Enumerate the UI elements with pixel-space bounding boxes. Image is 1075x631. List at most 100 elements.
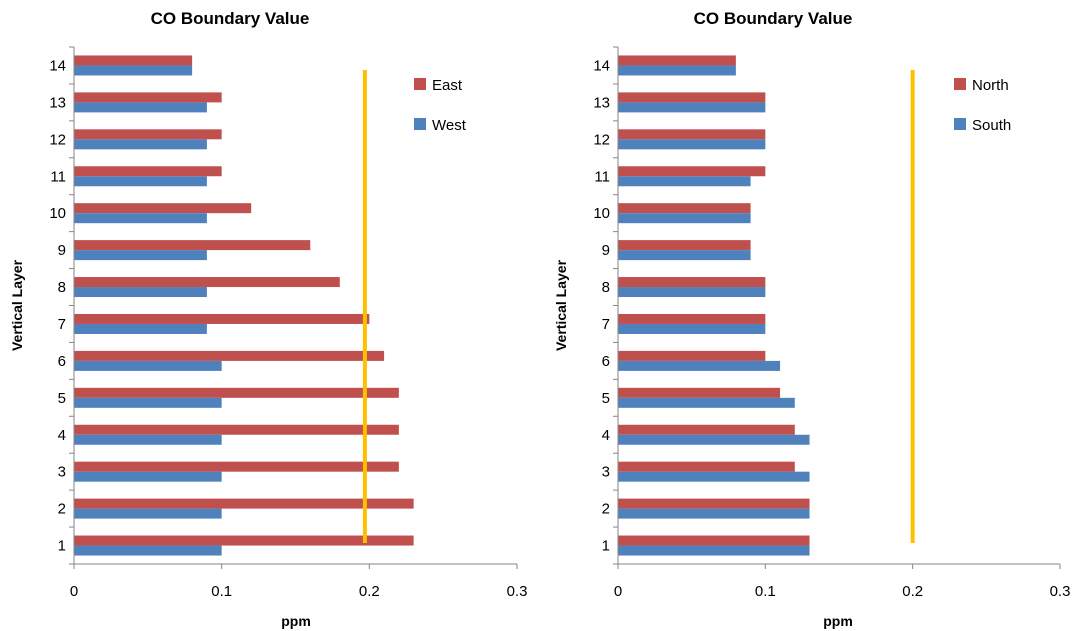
- bar-south-layer-9: [618, 250, 751, 261]
- bar-east-layer-7: [74, 313, 370, 324]
- bar-east-layer-3: [74, 461, 399, 472]
- legend-label-east: East: [432, 77, 463, 94]
- bar-south-layer-10: [618, 213, 751, 224]
- y-tick-label: 5: [58, 390, 66, 407]
- bar-south-layer-5: [618, 397, 795, 408]
- y-tick-label: 4: [58, 427, 66, 444]
- y-tick-label: 1: [602, 538, 610, 555]
- y-tick-label: 12: [593, 131, 610, 148]
- legend-swatch-south: [954, 118, 966, 130]
- bar-east-layer-2: [74, 498, 414, 509]
- y-tick-label: 14: [593, 57, 610, 74]
- bar-north-layer-1: [618, 535, 810, 546]
- bar-east-layer-4: [74, 424, 399, 435]
- bar-west-layer-9: [74, 250, 207, 261]
- x-tick-label: 0.3: [507, 583, 528, 600]
- legend-label-north: North: [972, 77, 1009, 94]
- legend-label-south: South: [972, 117, 1011, 134]
- bar-west-layer-14: [74, 65, 193, 76]
- y-tick-label: 9: [602, 242, 610, 259]
- y-tick-label: 2: [602, 501, 610, 518]
- y-tick-label: 14: [49, 57, 66, 74]
- bar-south-layer-3: [618, 471, 810, 482]
- bar-south-layer-13: [618, 102, 766, 113]
- y-tick-label: 10: [593, 205, 610, 222]
- bar-north-layer-3: [618, 461, 795, 472]
- x-tick-label: 0.2: [902, 583, 923, 600]
- x-tick-label: 0.1: [755, 583, 776, 600]
- bar-north-layer-5: [618, 387, 781, 398]
- bar-north-layer-13: [618, 92, 766, 103]
- y-tick-label: 6: [58, 353, 66, 370]
- y-tick-label: 2: [58, 501, 66, 518]
- y-tick-label: 12: [49, 131, 66, 148]
- bar-east-layer-1: [74, 535, 414, 546]
- bar-west-layer-6: [74, 360, 222, 371]
- bar-west-layer-2: [74, 508, 222, 519]
- bar-north-layer-7: [618, 313, 766, 324]
- bar-south-layer-6: [618, 360, 781, 371]
- bar-south-layer-8: [618, 287, 766, 298]
- bar-west-layer-13: [74, 102, 207, 113]
- bar-north-layer-14: [618, 55, 736, 66]
- bar-west-layer-7: [74, 323, 207, 334]
- y-axis-title: Vertical Layer: [9, 259, 25, 351]
- bar-south-layer-4: [618, 434, 810, 445]
- y-tick-label: 4: [602, 427, 610, 444]
- bar-north-layer-12: [618, 129, 766, 140]
- bar-east-layer-5: [74, 387, 399, 398]
- chart-title: CO Boundary Value: [694, 9, 853, 28]
- bar-west-layer-5: [74, 397, 222, 408]
- bar-west-layer-8: [74, 287, 207, 298]
- y-tick-label: 10: [49, 205, 66, 222]
- bar-west-layer-3: [74, 471, 222, 482]
- legend-swatch-east: [414, 78, 426, 90]
- y-tick-label: 13: [49, 94, 66, 111]
- bar-west-layer-10: [74, 213, 207, 224]
- bar-south-layer-2: [618, 508, 810, 519]
- bar-south-layer-7: [618, 323, 766, 334]
- y-tick-label: 1: [58, 538, 66, 555]
- bar-west-layer-12: [74, 139, 207, 150]
- bar-south-layer-11: [618, 176, 751, 187]
- chart-left: CO Boundary Value 1 2 3 4 5 6 7 8 9 10 11 12 13 14 0 0.1…: [9, 9, 528, 629]
- bar-east-layer-12: [74, 129, 222, 140]
- y-tick-label: 13: [593, 94, 610, 111]
- bar-east-layer-14: [74, 55, 193, 66]
- legend-label-west: West: [432, 117, 467, 134]
- legend-swatch-west: [414, 118, 426, 130]
- y-tick-label: 8: [58, 279, 66, 296]
- bar-north-layer-11: [618, 166, 766, 177]
- bar-east-layer-8: [74, 277, 340, 288]
- bar-east-layer-13: [74, 92, 222, 103]
- y-tick-label: 8: [602, 279, 610, 296]
- bar-east-layer-10: [74, 203, 252, 214]
- bar-north-layer-2: [618, 498, 810, 509]
- x-tick-label: 0: [70, 583, 78, 600]
- chart-right: CO Boundary Value 1 2 3 4 5 6 7 8 9 10 11 12 13 14 0 0.1…: [540, 0, 1075, 631]
- x-axis-title: ppm: [823, 613, 853, 629]
- y-tick-label: 11: [594, 168, 610, 185]
- bar-west-layer-1: [74, 545, 222, 556]
- bar-east-layer-9: [74, 240, 311, 251]
- y-tick-label: 11: [50, 168, 66, 185]
- y-tick-label: 7: [58, 316, 66, 333]
- bar-west-layer-4: [74, 434, 222, 445]
- y-tick-label: 9: [58, 242, 66, 259]
- x-tick-label: 0.3: [1050, 583, 1071, 600]
- x-tick-label: 0.2: [359, 583, 380, 600]
- bar-north-layer-4: [618, 424, 795, 435]
- bar-south-layer-14: [618, 65, 736, 76]
- y-tick-label: 3: [602, 464, 610, 481]
- bar-south-layer-1: [618, 545, 810, 556]
- legend-swatch-north: [954, 78, 966, 90]
- bar-west-layer-11: [74, 176, 207, 187]
- bar-north-layer-8: [618, 277, 766, 288]
- x-tick-label: 0.1: [211, 583, 232, 600]
- y-tick-label: 6: [602, 353, 610, 370]
- x-tick-label: 0: [614, 583, 622, 600]
- bar-south-layer-12: [618, 139, 766, 150]
- chart-title: CO Boundary Value: [151, 9, 310, 28]
